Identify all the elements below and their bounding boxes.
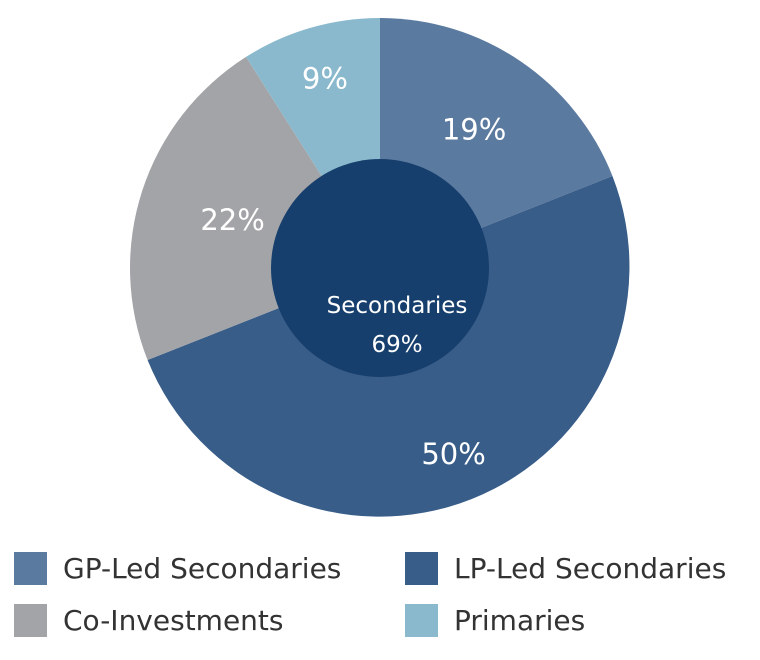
legend-label-co-investments: Co-Investments <box>63 603 284 637</box>
slice-label-co-investments: 22% <box>200 203 264 237</box>
secondaries-center-disc <box>271 159 489 377</box>
legend-item-co-investments: Co-Investments <box>14 600 284 640</box>
legend-swatch-co-investments <box>14 603 47 637</box>
center-label: Secondaries <box>327 293 468 319</box>
legend-label-primaries: Primaries <box>454 603 586 637</box>
legend-swatch-gp-led <box>14 551 47 585</box>
center-value: 69% <box>371 332 422 358</box>
legend: GP-Led Secondaries LP-Led Secondaries Co… <box>14 548 754 648</box>
slice-label-gp-led-secondaries: 19% <box>442 113 506 147</box>
legend-label-gp-led: GP-Led Secondaries <box>63 551 342 585</box>
slice-labels: 19% 50% 22% 9% <box>200 61 506 471</box>
legend-item-gp-led: GP-Led Secondaries <box>14 548 341 588</box>
legend-item-lp-led: LP-Led Secondaries <box>405 548 726 588</box>
slice-label-primaries: 9% <box>302 61 348 95</box>
legend-label-lp-led: LP-Led Secondaries <box>454 551 727 585</box>
legend-swatch-lp-led <box>405 551 438 585</box>
legend-swatch-primaries <box>405 603 438 637</box>
pie-chart: 19% 50% 22% 9% Secondaries 69% <box>130 18 630 517</box>
legend-item-primaries: Primaries <box>405 600 585 640</box>
slice-label-lp-led-secondaries: 50% <box>421 437 485 471</box>
